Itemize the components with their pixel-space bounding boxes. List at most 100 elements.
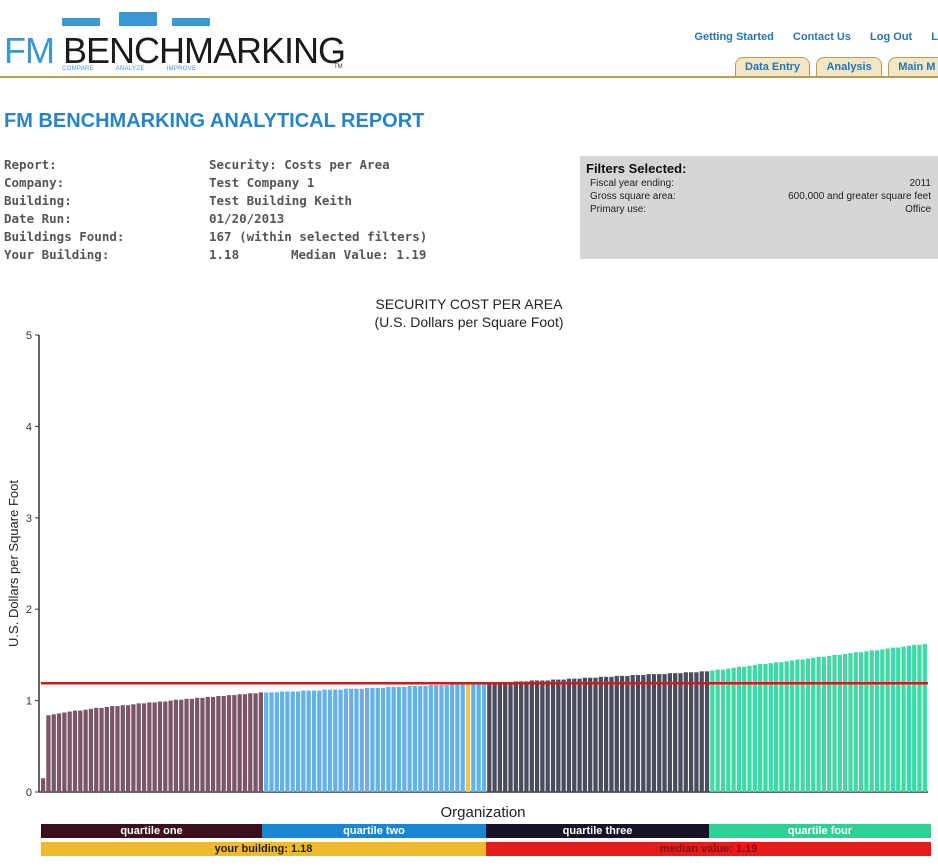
bar bbox=[380, 687, 386, 792]
tab-analysis[interactable]: Analysis bbox=[816, 57, 882, 77]
bar bbox=[710, 670, 715, 792]
bar bbox=[110, 706, 115, 792]
bar bbox=[747, 665, 752, 792]
your-building-label: Your Building: bbox=[4, 247, 110, 262]
bar bbox=[168, 700, 173, 792]
bar bbox=[333, 689, 338, 792]
bar bbox=[455, 684, 460, 792]
bar bbox=[232, 695, 237, 792]
bar bbox=[449, 684, 455, 792]
bar bbox=[189, 698, 194, 792]
bar bbox=[141, 703, 147, 792]
bar bbox=[726, 668, 731, 792]
median-value-text: Median Value: 1.19 bbox=[291, 247, 427, 262]
bar bbox=[412, 685, 418, 792]
bar bbox=[503, 682, 508, 792]
x-axis-label: Organization bbox=[440, 804, 525, 820]
bar bbox=[773, 662, 779, 792]
bar bbox=[896, 647, 901, 792]
legend-your-building: your building: 1.18 bbox=[41, 842, 486, 856]
bar bbox=[125, 705, 131, 792]
bar bbox=[396, 686, 402, 792]
bar bbox=[200, 697, 205, 792]
truncated-link[interactable]: L bbox=[931, 31, 938, 43]
bar bbox=[471, 683, 476, 792]
report-title: FM BENCHMARKING ANALYTICAL REPORT bbox=[4, 110, 425, 132]
your-building-bar bbox=[465, 684, 471, 792]
logo-bar bbox=[119, 12, 157, 26]
bar bbox=[619, 675, 625, 792]
building-median-legend: your building: 1.18 median value: 1.19 bbox=[41, 842, 931, 856]
contact-us-link[interactable]: Contact Us bbox=[792, 31, 851, 43]
bar bbox=[62, 712, 67, 792]
bar bbox=[720, 669, 726, 792]
bar bbox=[391, 686, 396, 792]
bar bbox=[614, 675, 619, 792]
bar bbox=[843, 653, 848, 792]
bar bbox=[816, 656, 821, 792]
building-label: Building: bbox=[4, 193, 72, 208]
bar bbox=[295, 691, 301, 792]
y-tick-label: 3 bbox=[26, 513, 32, 525]
filters-title: Filters Selected: bbox=[586, 161, 687, 176]
bar bbox=[136, 703, 141, 792]
bar bbox=[72, 710, 78, 792]
bar bbox=[402, 686, 407, 792]
bar bbox=[673, 673, 678, 792]
bar bbox=[94, 707, 99, 792]
bar bbox=[51, 714, 56, 792]
bar bbox=[795, 659, 800, 792]
your-building-value: 1.18 bbox=[209, 247, 240, 262]
bar bbox=[699, 671, 704, 792]
bar bbox=[837, 654, 842, 792]
bar bbox=[534, 680, 540, 792]
bar bbox=[343, 688, 348, 792]
chart-title: SECURITY COST PER AREA bbox=[375, 296, 563, 312]
filter-label: Primary use: bbox=[590, 204, 647, 215]
tab-main-menu[interactable]: Main M bbox=[888, 57, 938, 77]
bar bbox=[152, 702, 157, 792]
building-row: Building: Test Building Keith bbox=[4, 193, 564, 211]
bar bbox=[922, 643, 927, 792]
bar bbox=[752, 664, 757, 792]
bar bbox=[800, 659, 805, 792]
logo-bar bbox=[172, 18, 210, 26]
bar bbox=[513, 681, 518, 792]
company-value: Test Company 1 bbox=[209, 175, 315, 190]
bar bbox=[476, 683, 481, 792]
bar bbox=[434, 685, 439, 792]
bar bbox=[869, 650, 874, 792]
bar bbox=[163, 701, 168, 792]
bar bbox=[742, 666, 747, 792]
bar bbox=[789, 660, 795, 792]
bar bbox=[497, 682, 503, 792]
bar bbox=[386, 686, 391, 792]
bar bbox=[364, 687, 370, 792]
filter-row: Fiscal year ending: 2011 bbox=[590, 178, 938, 191]
bar bbox=[253, 693, 258, 792]
bar bbox=[588, 677, 593, 792]
bar bbox=[657, 674, 662, 792]
legend-median-value: median value: 1.19 bbox=[486, 842, 931, 856]
getting-started-link[interactable]: Getting Started bbox=[694, 31, 774, 43]
tab-data-entry[interactable]: Data Entry bbox=[735, 57, 811, 77]
bar bbox=[46, 715, 51, 792]
bar bbox=[635, 675, 641, 792]
report-value: Security: Costs per Area bbox=[209, 157, 390, 172]
bar bbox=[736, 666, 742, 792]
bar bbox=[683, 672, 688, 792]
logo-trademark: TM bbox=[334, 64, 343, 70]
fm-benchmarking-logo[interactable]: FM BENCHMARKING COMPARE ANALYZE IMPROVE … bbox=[4, 8, 346, 74]
bar bbox=[688, 672, 694, 792]
logo-fm: FM bbox=[4, 30, 55, 71]
header-divider bbox=[0, 76, 938, 78]
log-out-link[interactable]: Log Out bbox=[870, 31, 913, 43]
bar bbox=[832, 654, 837, 792]
filter-value: 2011 bbox=[909, 178, 931, 189]
filter-label: Gross square area: bbox=[590, 191, 676, 202]
bar bbox=[609, 676, 614, 792]
bar bbox=[550, 679, 556, 792]
bar bbox=[210, 696, 216, 792]
legend-quartile-three: quartile three bbox=[486, 824, 709, 838]
top-nav-links: Getting Started Contact Us Log Out L bbox=[678, 31, 938, 43]
